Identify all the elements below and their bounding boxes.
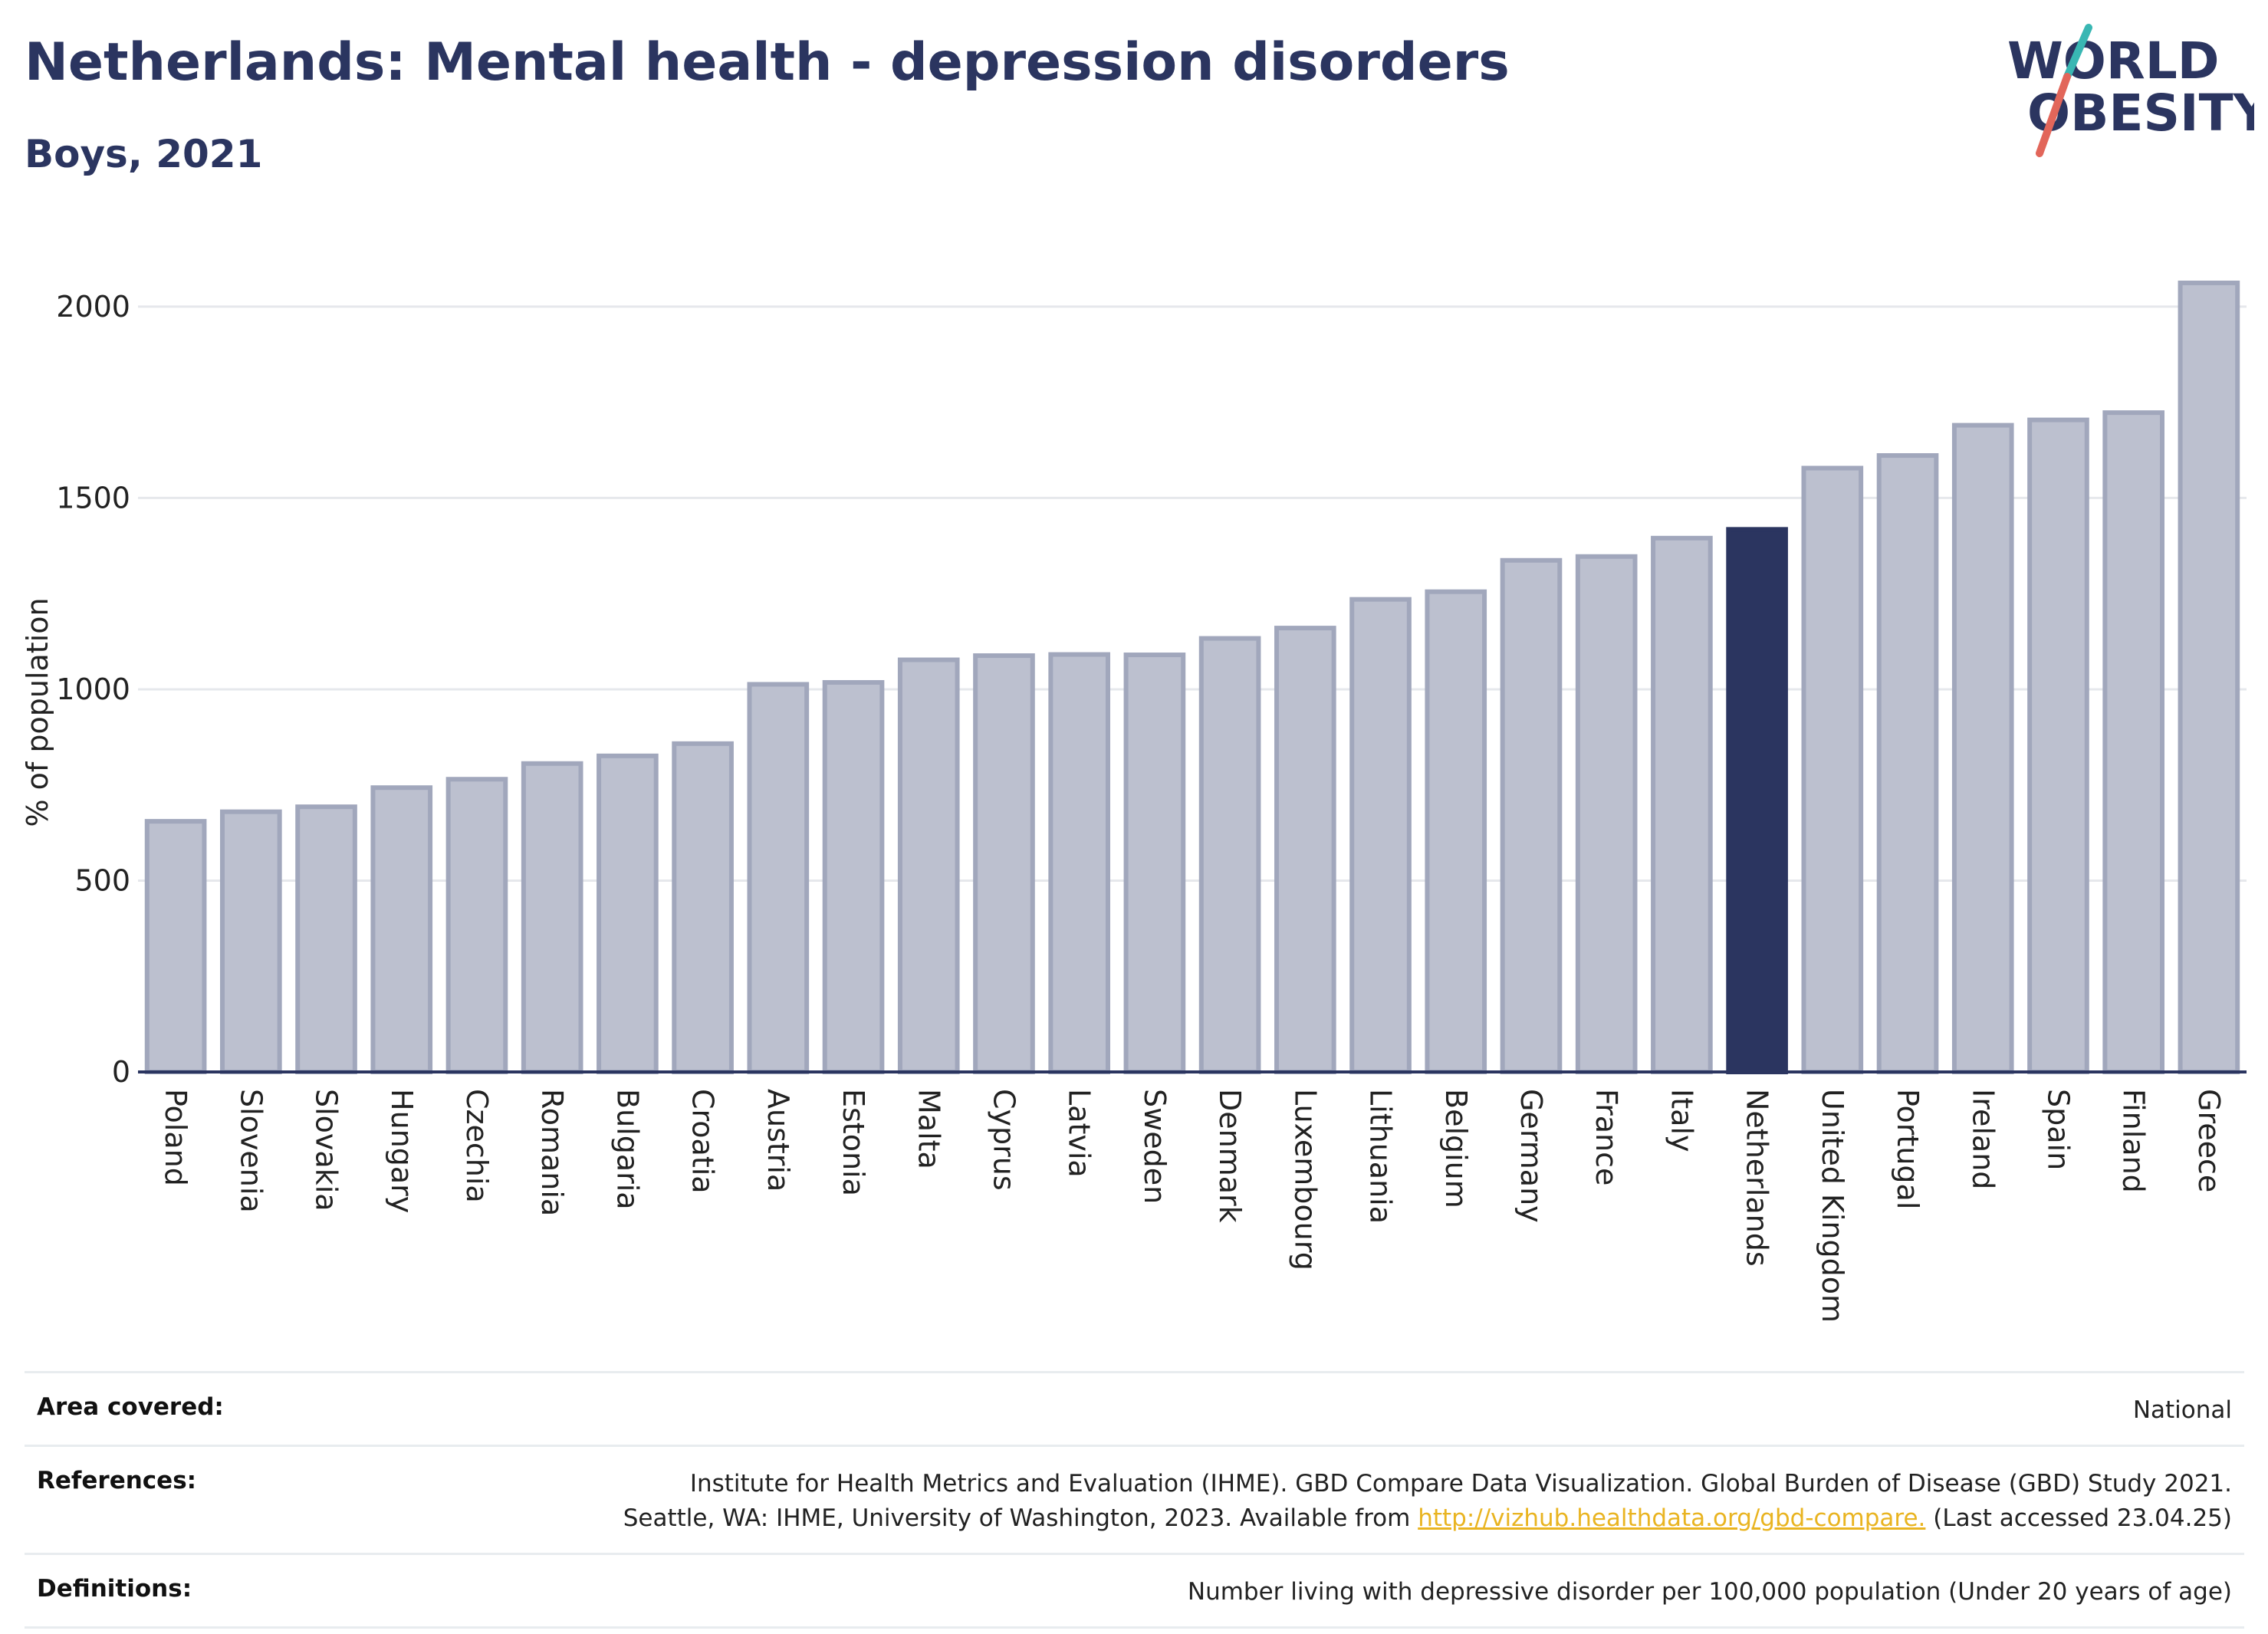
x-tick-label: Sweden [1138, 1089, 1172, 1204]
x-tick-label: Spain [2041, 1089, 2075, 1170]
x-tick-label: Portugal [1891, 1089, 1925, 1209]
x-tick-label: Lithuania [1364, 1089, 1398, 1224]
bar-ireland [1951, 422, 2014, 1075]
x-tick-label: Croatia [686, 1089, 720, 1194]
x-tick-label: Luxembourg [1288, 1089, 1322, 1271]
y-axis-label: % of population [21, 597, 54, 827]
bar-germany [1500, 557, 1563, 1075]
footer-row-area: Area covered: National [25, 1371, 2244, 1445]
bar-united-kingdom [1801, 465, 1864, 1074]
y-tick-label: 1000 [56, 672, 130, 706]
bar-malta [897, 657, 960, 1074]
bar-greece [2178, 280, 2240, 1074]
x-tick-label: Bulgaria [610, 1089, 644, 1210]
y-tick-label: 500 [74, 863, 130, 897]
bar-austria [747, 682, 810, 1075]
x-tick-label: Austria [761, 1089, 795, 1192]
x-tick-label: Netherlands [1740, 1089, 1774, 1267]
references-link[interactable]: http://vizhub.healthdata.org/gbd-compare… [1418, 1504, 1926, 1532]
x-tick-labels: Poland Slovenia Slovakia Hungary Czechia Roma… [159, 1089, 2226, 1323]
x-tick-label: Greece [2192, 1089, 2226, 1192]
bars [144, 280, 2240, 1075]
bar-luxembourg [1274, 626, 1336, 1074]
y-tick-labels: 0 500 1000 1500 2000 [56, 290, 130, 1089]
logo-slash-teal [2063, 24, 2092, 81]
x-tick-label: Latvia [1063, 1089, 1096, 1178]
x-tick-label: Cyprus [987, 1089, 1021, 1191]
references-label: References: [37, 1466, 197, 1494]
y-tick-label: 2000 [56, 290, 130, 324]
bar-czechia [445, 777, 508, 1074]
x-tick-label: Germany [1514, 1089, 1548, 1223]
bar-denmark [1198, 636, 1261, 1074]
references-line2-pre: Seattle, WA: IHME, University of Washing… [623, 1504, 1418, 1532]
x-tick-label: Malta [912, 1089, 945, 1169]
x-tick-label: Belgium [1439, 1089, 1473, 1208]
bar-france [1575, 554, 1638, 1075]
bar-belgium [1425, 589, 1487, 1074]
bar-italy [1651, 535, 1713, 1075]
references-value: Institute for Health Metrics and Evaluat… [623, 1467, 2232, 1536]
bar-sweden [1123, 653, 1186, 1074]
x-tick-label: Finland [2117, 1089, 2151, 1193]
bar-slovenia [220, 809, 282, 1075]
bar-cyprus [973, 653, 1035, 1074]
y-tick-label: 1500 [56, 481, 130, 515]
definitions-label: Definitions: [37, 1574, 192, 1603]
references-line1: Institute for Health Metrics and Evaluat… [689, 1469, 2232, 1498]
x-tick-label: Denmark [1213, 1089, 1247, 1223]
y-tick-label: 0 [112, 1055, 130, 1089]
area-value: National [2132, 1396, 2232, 1424]
bar-romania [521, 761, 583, 1075]
footer-row-references: References: Institute for Health Metrics… [25, 1444, 2244, 1553]
chart-title: Netherlands: Mental health - depression … [25, 32, 1510, 93]
bar-slovakia [295, 804, 357, 1074]
area-label: Area covered: [37, 1393, 224, 1421]
bar-portugal [1876, 453, 1939, 1074]
bar-estonia [822, 679, 885, 1075]
footer-table: Area covered: National References: Insti… [25, 1371, 2244, 1629]
x-tick-label: United Kingdom [1816, 1089, 1849, 1323]
x-tick-label: Czechia [460, 1089, 494, 1203]
bar-chart: 0 500 1000 1500 2000 Poland Slovenia Slovakia H… [21, 280, 2247, 1323]
chart-subtitle: Boys, 2021 [25, 132, 263, 176]
bar-croatia [672, 741, 734, 1074]
logo-line1: WORLD [2007, 31, 2220, 90]
x-tick-label: Romania [535, 1089, 569, 1216]
bar-poland [144, 819, 207, 1074]
x-tick-label: Italy [1665, 1089, 1698, 1152]
x-tick-label: Estonia [837, 1089, 870, 1196]
x-tick-label: Ireland [1966, 1089, 2000, 1189]
x-tick-label: Slovakia [310, 1089, 343, 1212]
references-line2-post: (Last accessed 23.04.25) [1925, 1504, 2232, 1532]
bar-bulgaria [597, 753, 659, 1075]
world-obesity-logo: WORLD OBESITY [2007, 24, 2254, 157]
x-tick-label: Poland [159, 1089, 192, 1186]
x-tick-label: France [1589, 1089, 1623, 1185]
definitions-value: Number living with depressive disorder p… [1187, 1577, 2232, 1606]
bar-hungary [370, 785, 433, 1075]
bar-lithuania [1349, 597, 1412, 1074]
x-tick-label: Slovenia [234, 1089, 268, 1213]
bar-finland [2102, 410, 2165, 1075]
x-tick-label: Hungary [385, 1089, 419, 1213]
logo-slash-red [2036, 73, 2071, 157]
bar-latvia [1048, 652, 1111, 1074]
bar-spain [2027, 417, 2089, 1074]
footer-row-definitions: Definitions: Number living with depressi… [25, 1552, 2244, 1629]
bar-netherlands [1726, 527, 1788, 1074]
